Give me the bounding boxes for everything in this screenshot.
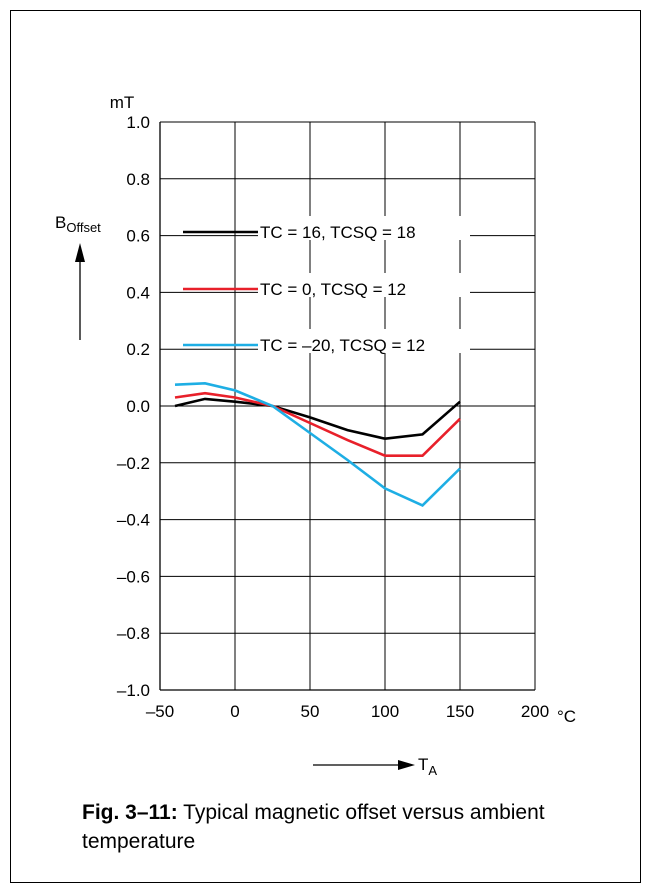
y-unit-label: mT xyxy=(110,93,135,112)
legend-text-background xyxy=(258,273,470,297)
y-tick-label: –0.4 xyxy=(117,511,150,530)
x-tick-label: 0 xyxy=(230,702,239,721)
legend: TC = 16, TCSQ = 18 TC = 0, TCSQ = 12 TC = … xyxy=(183,216,470,355)
y-axis-arrow-head xyxy=(75,243,85,262)
x-tick-label: 200 xyxy=(521,702,549,721)
y-tick-label: –0.6 xyxy=(117,567,150,586)
y-axis-symbol: BOffset xyxy=(55,213,101,235)
x-tick-label: 50 xyxy=(301,702,320,721)
series-line-2 xyxy=(174,391,461,458)
legend-label-2: TC = 0, TCSQ = 12 xyxy=(260,280,406,299)
x-axis-arrow-head xyxy=(398,760,415,770)
legend-label-1: TC = 16, TCSQ = 18 xyxy=(260,223,416,242)
y-tick-label: –0.8 xyxy=(117,624,150,643)
figure-frame xyxy=(10,10,641,883)
y-tick-label: 0.0 xyxy=(126,397,150,416)
series-line-1 xyxy=(174,397,461,441)
y-tick-label: –0.2 xyxy=(117,454,150,473)
y-tick-label: 1.0 xyxy=(126,113,150,132)
caption-label: Fig. 3–11: xyxy=(82,801,178,824)
series-lines xyxy=(174,381,461,507)
legend-text-background xyxy=(258,216,470,240)
x-tick-label: –50 xyxy=(146,702,174,721)
series-line-3 xyxy=(174,381,461,507)
y-tick-label: 0.4 xyxy=(126,283,150,302)
y-tick-label: 0.6 xyxy=(126,227,150,246)
x-unit-label: °C xyxy=(557,707,576,726)
x-tick-label: 100 xyxy=(371,702,399,721)
grid xyxy=(160,121,536,690)
figure-caption: Fig. 3–11: Typical magnetic offset versu… xyxy=(82,798,602,856)
caption-text: Typical magnetic offset versus ambient t… xyxy=(82,801,545,853)
x-axis-symbol: TA xyxy=(418,755,437,778)
legend-text-background xyxy=(258,329,470,353)
y-tick-label: 0.8 xyxy=(126,170,150,189)
x-tick-label: 150 xyxy=(446,702,474,721)
tick-labels: 1.0 0.8 0.6 0.4 0.2 0.0 –0.2 –0.4 –0.6 –0.8 –1.0 –5… xyxy=(117,113,549,721)
y-tick-label: 0.2 xyxy=(126,340,150,359)
y-tick-label: –1.0 xyxy=(117,681,150,700)
axes xyxy=(159,122,535,691)
legend-label-3: TC = –20, TCSQ = 12 xyxy=(260,336,425,355)
